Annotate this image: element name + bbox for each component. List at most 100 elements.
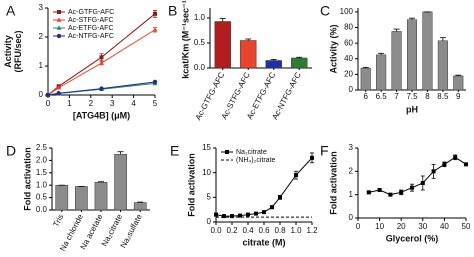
y-tick-label: 1.0 bbox=[194, 13, 206, 22]
marker bbox=[153, 11, 157, 16]
y-tick-label: 2.0 bbox=[36, 156, 48, 165]
marker bbox=[152, 27, 158, 32]
bar bbox=[214, 21, 231, 69]
panel-label: D bbox=[6, 143, 16, 159]
x-tick-label: 6.5 bbox=[376, 92, 388, 101]
marker bbox=[294, 173, 298, 178]
x-tick-label: 20 bbox=[397, 222, 406, 231]
marker bbox=[56, 85, 62, 90]
x-tick-label: 0 bbox=[356, 222, 361, 231]
legend-marker bbox=[56, 17, 62, 22]
legend-marker bbox=[225, 150, 229, 154]
legend-marker bbox=[56, 25, 62, 30]
y-tick-label: 1.0 bbox=[36, 180, 48, 189]
marker bbox=[222, 214, 226, 219]
y-tick-label: 0.0 bbox=[36, 205, 48, 214]
bar bbox=[437, 40, 448, 91]
x-axis-label: pH bbox=[406, 104, 418, 114]
x-tick-label: 0 bbox=[46, 99, 51, 108]
y-axis-label: Activity (%) bbox=[328, 24, 338, 73]
bar bbox=[291, 57, 308, 69]
legend-label: Ac-ETFG-AFC bbox=[68, 25, 114, 32]
x-tick-label: 9 bbox=[456, 92, 461, 101]
x-tick-label: 1.0 bbox=[290, 226, 302, 235]
bar bbox=[265, 60, 282, 69]
series-line bbox=[215, 157, 313, 217]
y-axis-label: kcat/Km (M⁻¹sec⁻¹) bbox=[180, 0, 190, 79]
x-tick-label: Tris bbox=[51, 213, 65, 229]
y-tick-label: 80 bbox=[344, 23, 353, 32]
y-tick-label: 20 bbox=[344, 69, 353, 78]
y-axis-label: Activity(RFU/sec) bbox=[3, 30, 23, 72]
y-tick-label: 15 bbox=[202, 143, 211, 152]
y-tick-label: 5 bbox=[207, 192, 212, 201]
x-tick-label: 2 bbox=[89, 99, 94, 108]
panel-label: B bbox=[168, 3, 177, 19]
y-tick-label: 100 bbox=[340, 7, 354, 16]
panel-label: C bbox=[320, 3, 330, 19]
bar bbox=[114, 153, 127, 211]
bar bbox=[240, 40, 257, 69]
marker bbox=[270, 205, 274, 210]
x-tick-label: 5 bbox=[153, 99, 158, 108]
bar bbox=[360, 67, 371, 91]
y-axis-label: Fold activation bbox=[22, 147, 32, 211]
marker bbox=[464, 162, 468, 167]
y-tick-label: 0 bbox=[349, 213, 354, 222]
x-tick-label: 8 bbox=[425, 92, 430, 101]
y-tick-label: 10 bbox=[202, 168, 211, 177]
y-tick-label: 3 bbox=[349, 143, 354, 152]
y-tick-label: 2 bbox=[349, 166, 354, 175]
marker bbox=[45, 92, 51, 98]
legend-marker bbox=[56, 33, 62, 39]
marker bbox=[99, 55, 104, 60]
x-tick-label: 4 bbox=[131, 99, 136, 108]
legend-label: Ac-NTFG-AFC bbox=[68, 33, 114, 40]
bar bbox=[391, 31, 402, 91]
marker bbox=[99, 60, 104, 65]
x-tick-label: 1.2 bbox=[306, 226, 318, 235]
legend-marker bbox=[57, 10, 61, 14]
y-tick-label: 2.5 bbox=[36, 143, 48, 152]
y-tick-label: 1 bbox=[39, 61, 44, 70]
marker bbox=[310, 155, 314, 160]
marker bbox=[399, 190, 404, 195]
marker bbox=[388, 192, 393, 197]
bar bbox=[406, 19, 418, 91]
panel-label: F bbox=[320, 143, 329, 159]
marker bbox=[442, 162, 447, 167]
panel-label: A bbox=[6, 3, 16, 19]
marker bbox=[238, 213, 242, 218]
x-tick-label: 0.8 bbox=[274, 226, 286, 235]
x-tick-label: 1 bbox=[67, 99, 72, 108]
series-line bbox=[47, 13, 156, 96]
bar bbox=[376, 54, 387, 91]
y-tick-label: 0.5 bbox=[194, 38, 206, 47]
legend-label: Na₂citrate bbox=[236, 149, 267, 156]
x-axis-label: Glycerol (%) bbox=[386, 233, 439, 243]
marker bbox=[254, 211, 258, 216]
y-tick-label: 0 bbox=[39, 90, 44, 99]
x-axis-label: [ATG4B] (μM) bbox=[73, 110, 130, 120]
x-tick-label: 10 bbox=[375, 222, 384, 231]
marker bbox=[453, 155, 458, 160]
marker bbox=[420, 181, 425, 185]
marker bbox=[214, 212, 218, 217]
marker bbox=[230, 214, 234, 219]
y-tick-label: 0 bbox=[207, 217, 212, 226]
bar bbox=[133, 202, 147, 211]
series-line bbox=[47, 81, 156, 96]
y-tick-label: 3 bbox=[39, 3, 44, 12]
y-tick-label: 0.5 bbox=[36, 193, 48, 202]
bar bbox=[94, 181, 108, 211]
marker bbox=[377, 188, 382, 192]
legend-label: Ac-STFG-AFC bbox=[68, 17, 114, 24]
y-tick-label: 0 bbox=[349, 85, 354, 94]
bar bbox=[55, 184, 69, 211]
x-tick-label: 0.6 bbox=[258, 226, 270, 235]
y-tick-label: 1 bbox=[349, 190, 354, 199]
y-axis-label: Fold activation bbox=[186, 153, 196, 217]
y-tick-label: 1.5 bbox=[36, 168, 48, 177]
x-tick-label: 0.4 bbox=[242, 226, 254, 235]
marker bbox=[262, 210, 266, 215]
